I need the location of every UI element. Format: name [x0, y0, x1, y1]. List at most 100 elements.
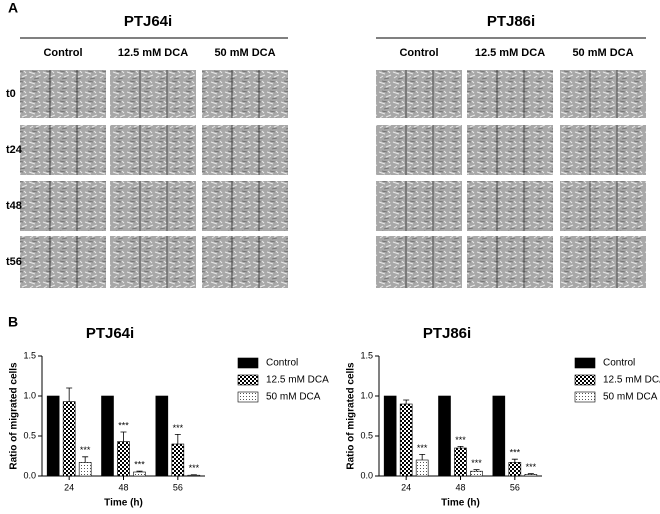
y-axis-label: Ratio of migrated cells [9, 362, 20, 470]
legend-swatch [237, 357, 259, 369]
x-axis-label: Time (h) [104, 498, 143, 509]
x-tick-label: 56 [510, 482, 520, 492]
y-tick-label: 0.0 [360, 470, 373, 480]
bar [438, 395, 451, 477]
chart-title: PTJ86i [423, 325, 471, 342]
y-tick-label: 0.0 [23, 470, 36, 480]
column-header: Control [43, 47, 82, 59]
bar [187, 474, 201, 477]
x-tick-label: 56 [173, 482, 183, 492]
significance: *** [134, 460, 145, 470]
group-title: PTJ64i [124, 13, 172, 30]
error-bar [82, 456, 89, 463]
error-bar [527, 473, 534, 475]
micrograph [467, 236, 553, 288]
bar [383, 395, 397, 477]
x-tick-label: 24 [401, 482, 411, 492]
legend-label: 12.5 mM DCA [266, 375, 329, 386]
bar [454, 447, 467, 477]
error-bar [403, 399, 410, 404]
legend-label: 12.5 mM DCA [603, 375, 660, 386]
legend-swatch [574, 374, 596, 386]
legend-label: 50 mM DCA [603, 392, 658, 403]
column-header: 50 mM DCA [214, 47, 275, 59]
micrograph [560, 125, 646, 175]
bar [470, 470, 483, 477]
column-header: 50 mM DCA [572, 47, 633, 59]
y-tick-label: 1.0 [23, 390, 36, 400]
y-tick-label: 1.5 [23, 350, 36, 360]
error-bar [511, 458, 518, 463]
bar [155, 395, 169, 477]
error-bar [120, 431, 127, 442]
micrograph [560, 236, 646, 288]
micrograph [376, 181, 462, 231]
bar [101, 395, 114, 477]
x-tick-label: 24 [64, 482, 74, 492]
error-bar [419, 454, 426, 460]
bar [415, 459, 429, 477]
y-tick-label: 1.5 [360, 350, 373, 360]
significance: *** [80, 445, 91, 455]
row-label: t0 [6, 88, 16, 100]
micrograph [202, 236, 288, 288]
bar [171, 443, 185, 477]
chart-title: PTJ64i [86, 325, 134, 342]
micrograph [110, 125, 196, 175]
bar [78, 462, 92, 477]
legend-swatch [574, 391, 596, 403]
group-title: PTJ86i [487, 13, 535, 30]
column-header: Control [399, 47, 438, 59]
column-header: 12.5 mM DCA [118, 47, 188, 59]
micrograph [20, 70, 106, 118]
micrograph [202, 70, 288, 118]
significance: *** [189, 463, 200, 473]
significance: *** [526, 462, 537, 472]
bar [524, 474, 538, 477]
error-bar [136, 470, 143, 472]
micrograph [560, 70, 646, 118]
micrograph [20, 125, 106, 175]
x-tick-label: 48 [455, 482, 465, 492]
bar [133, 471, 146, 477]
micrograph [202, 181, 288, 231]
micrograph [110, 70, 196, 118]
micrograph [20, 181, 106, 231]
micrograph [560, 181, 646, 231]
error-bar [174, 434, 181, 444]
significance: *** [471, 458, 482, 468]
bar [46, 395, 60, 477]
error-bar [457, 446, 464, 448]
micrograph [110, 236, 196, 288]
legend-label: Control [603, 358, 635, 369]
bar [399, 403, 413, 477]
legend-label: Control [266, 358, 298, 369]
panel-label: B [8, 314, 18, 330]
error-bar [473, 469, 480, 472]
micrograph [467, 70, 553, 118]
micrograph [376, 236, 462, 288]
y-tick-label: 0.5 [360, 430, 373, 440]
significance: *** [417, 443, 428, 453]
column-header: 12.5 mM DCA [475, 47, 545, 59]
significance: *** [510, 448, 521, 458]
x-tick-label: 48 [118, 482, 128, 492]
significance: *** [455, 435, 466, 445]
significance: *** [118, 420, 129, 430]
micrograph [110, 181, 196, 231]
y-axis-label: Ratio of migrated cells [346, 362, 357, 470]
micrograph [467, 181, 553, 231]
legend-swatch [237, 374, 259, 386]
micrograph [376, 125, 462, 175]
y-tick-label: 1.0 [360, 390, 373, 400]
significance: *** [173, 423, 184, 433]
bar [62, 401, 76, 477]
row-label: t24 [6, 144, 23, 156]
micrograph [202, 125, 288, 175]
legend-label: 50 mM DCA [266, 392, 321, 403]
legend-swatch [237, 391, 259, 403]
x-axis-label: Time (h) [441, 498, 480, 509]
micrograph [376, 70, 462, 118]
panel-label: A [8, 0, 18, 16]
